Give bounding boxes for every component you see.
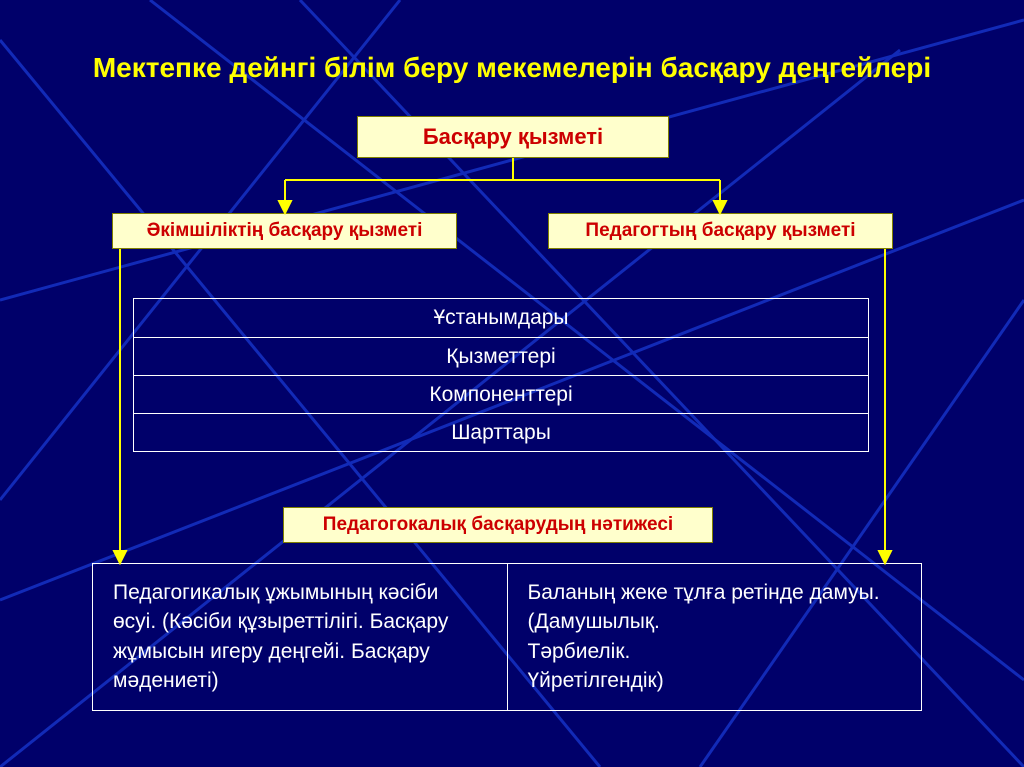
left-box: Әкімшіліктің басқару қызметі xyxy=(112,213,457,249)
diagram-content: Мектепке дейнгі білім беру мекемелерін б… xyxy=(0,0,1024,767)
right-box: Педагогтың басқару қызметі xyxy=(548,213,893,249)
result-box: Педагогокалық басқарудың нәтижесі xyxy=(283,507,713,543)
stack-row: Шарттары xyxy=(134,413,868,451)
top-box: Басқару қызметі xyxy=(357,116,669,158)
bottom-left-cell: Педагогикалық ұжымының кәсіби өсуі. (Кәс… xyxy=(93,564,508,710)
slide-title: Мектепке дейнгі білім беру мекемелерін б… xyxy=(0,52,1024,84)
stack-row: Компоненттері xyxy=(134,375,868,413)
stack-table: Ұстанымдары Қызметтері Компоненттері Шар… xyxy=(133,298,869,452)
stack-row: Қызметтері xyxy=(134,337,868,375)
stack-row: Ұстанымдары xyxy=(134,299,868,337)
bottom-table: Педагогикалық ұжымының кәсіби өсуі. (Кәс… xyxy=(92,563,922,711)
bottom-right-cell: Баланың жеке тұлға ретінде дамуы. (Дамуш… xyxy=(508,564,922,710)
